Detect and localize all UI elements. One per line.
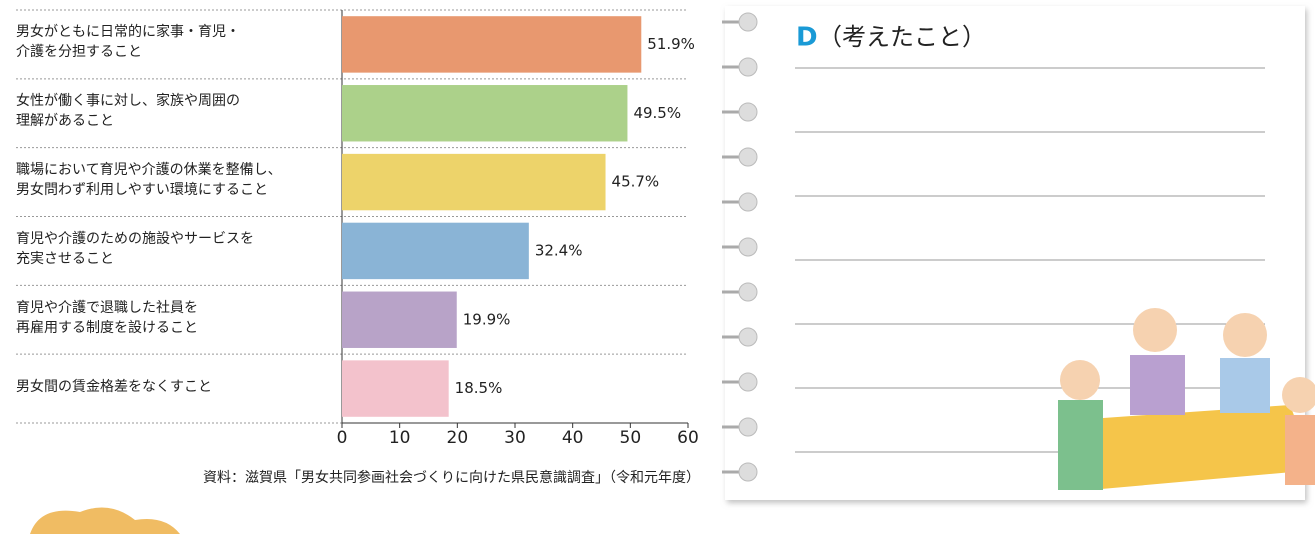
note-lines: [795, 67, 1265, 453]
bar: [342, 291, 457, 348]
category-label: 育児や介護で退職した社員を 再雇用する制度を設けること: [16, 299, 198, 336]
ring-hole: [738, 12, 758, 32]
bar: [342, 222, 529, 280]
ring-hole: [738, 192, 758, 212]
decoration: [30, 507, 180, 534]
x-tick-label: 20: [447, 428, 469, 448]
value-label: 32.4%: [535, 241, 583, 259]
x-tick-label: 30: [504, 428, 526, 448]
value-label: 51.9%: [647, 35, 695, 53]
category-label: 男女間の賃金格差をなくすこと: [16, 378, 212, 395]
ring-hole: [738, 102, 758, 122]
notebook-label: D: [796, 23, 818, 53]
x-tick-label: 60: [677, 428, 699, 448]
value-label: 19.9%: [463, 310, 511, 328]
category-label: 育児や介護のための施設やサービスを 充実させること: [16, 230, 254, 267]
value-label: 45.7%: [612, 173, 660, 191]
x-tick-label: 0: [337, 428, 348, 448]
ring-hole: [738, 417, 758, 437]
ring-hole: [738, 282, 758, 302]
source: 資料：滋賀県「男女共同参画社会づくりに向けた県民意識調査」（令和元年度）: [203, 469, 700, 486]
value-label: 49.5%: [633, 104, 681, 122]
people-illustration: [1058, 308, 1315, 490]
bar: [342, 16, 642, 73]
category-label: 職場において育児や介護の休業を整備し、 男女問わず利用しやすい環境にすること: [16, 162, 282, 199]
x-tick-label: 10: [389, 428, 411, 448]
ring-hole: [738, 147, 758, 167]
rings: [722, 12, 758, 482]
bar: [342, 360, 449, 417]
x-tick-label: 50: [620, 428, 642, 448]
ring-hole: [738, 237, 758, 257]
ring-hole: [738, 327, 758, 347]
category-label: 女性が働く事に対し、家族や周囲の 理解があること: [16, 93, 240, 130]
ring-hole: [738, 462, 758, 482]
bar: [342, 85, 628, 142]
bar: [342, 153, 606, 211]
category-label: 男女がともに日常的に家事・育児・ 介護を分担すること: [16, 24, 240, 61]
ring-hole: [738, 372, 758, 392]
value-label: 18.5%: [455, 379, 503, 397]
ring-hole: [738, 57, 758, 77]
notebook-title: （考えたこと）: [818, 23, 986, 51]
x-tick-label: 40: [562, 428, 584, 448]
